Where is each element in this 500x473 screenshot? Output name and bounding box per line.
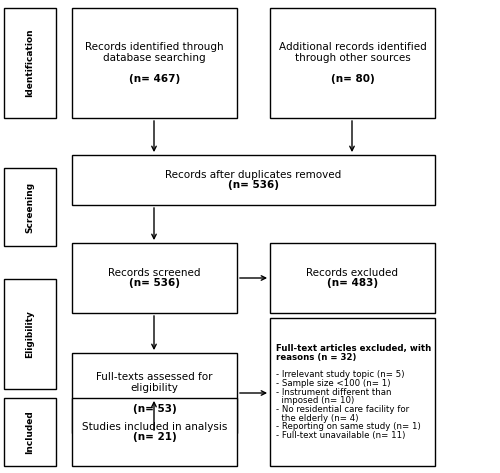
Bar (72, 353, 237, 433)
Text: - Full-text unavailable (n= 11): - Full-text unavailable (n= 11) (276, 431, 406, 440)
Text: reasons (n = 32): reasons (n = 32) (276, 353, 356, 362)
Text: - No residential care facility for: - No residential care facility for (276, 405, 409, 414)
Text: database searching: database searching (103, 53, 206, 63)
Text: Full-texts assessed for: Full-texts assessed for (96, 372, 213, 382)
Bar (4, 168, 56, 246)
Text: Records excluded: Records excluded (306, 268, 398, 278)
Text: Full-text articles excluded, with: Full-text articles excluded, with (276, 344, 431, 353)
Text: - Sample size <100 (n= 1): - Sample size <100 (n= 1) (276, 379, 390, 388)
Text: - Irrelevant study topic (n= 5): - Irrelevant study topic (n= 5) (276, 370, 404, 379)
Text: the elderly (n= 4): the elderly (n= 4) (276, 413, 358, 422)
Text: Records screened: Records screened (108, 268, 201, 278)
Bar (72, 398, 237, 466)
Text: - Instrument different than: - Instrument different than (276, 387, 392, 396)
Text: (n= 536): (n= 536) (228, 180, 279, 190)
Text: (n= 80): (n= 80) (330, 74, 374, 84)
Text: (n= 536): (n= 536) (129, 278, 180, 288)
Bar (72, 155, 435, 205)
Bar (270, 318, 435, 466)
Text: Additional records identified: Additional records identified (278, 42, 426, 52)
Text: Included: Included (26, 410, 35, 454)
Bar (4, 279, 56, 389)
Text: Records identified through: Records identified through (85, 42, 224, 52)
Text: Records after duplicates removed: Records after duplicates removed (166, 170, 342, 180)
Bar (4, 398, 56, 466)
Bar (270, 8, 435, 118)
Text: imposed (n= 10): imposed (n= 10) (276, 396, 354, 405)
Bar (72, 8, 237, 118)
Text: (n= 483): (n= 483) (327, 278, 378, 288)
Text: (n= 21): (n= 21) (132, 432, 176, 442)
Text: (n= 467): (n= 467) (129, 74, 180, 84)
Text: (n= 53): (n= 53) (132, 404, 176, 414)
Bar (72, 243, 237, 313)
Text: Studies included in analysis: Studies included in analysis (82, 422, 227, 432)
Bar (270, 243, 435, 313)
Text: - Reporting on same study (n= 1): - Reporting on same study (n= 1) (276, 422, 421, 431)
Text: through other sources: through other sources (294, 53, 410, 63)
Text: Screening: Screening (26, 182, 35, 233)
Text: Identification: Identification (26, 29, 35, 97)
Bar (4, 8, 56, 118)
Text: Eligibility: Eligibility (26, 310, 35, 358)
Text: eligibility: eligibility (130, 383, 178, 393)
